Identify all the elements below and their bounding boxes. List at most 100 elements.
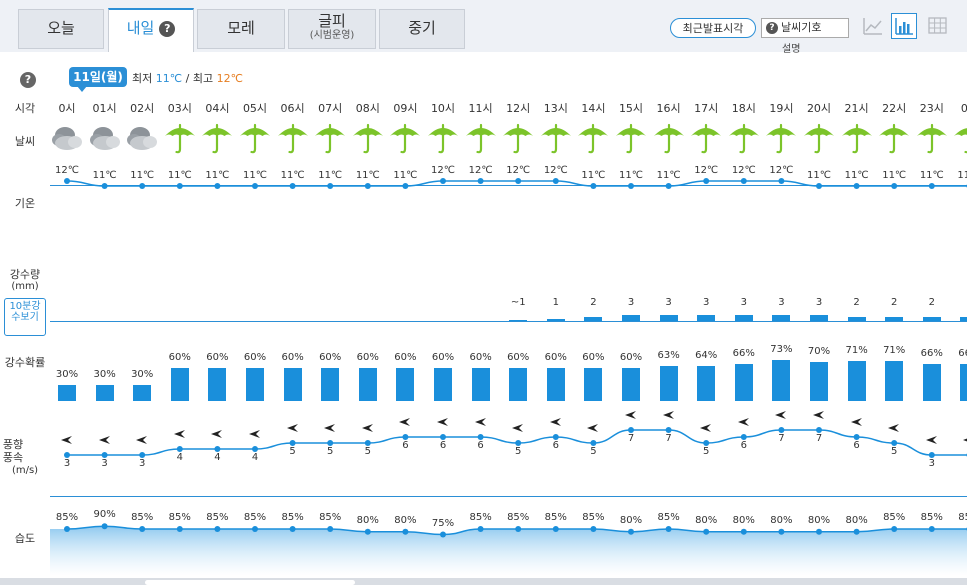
precip-prob-label: 60% (319, 352, 342, 363)
hour-label: 13시 (543, 102, 568, 115)
precip-prob-bar (509, 368, 528, 401)
wind-speed-label: 3 (101, 458, 108, 469)
max-value: 12℃ (216, 72, 243, 85)
hour-label: 14시 (581, 102, 606, 115)
hour-label: 0시 (58, 102, 76, 115)
umbrella-icon (916, 123, 947, 154)
hour-label: 12시 (506, 102, 531, 115)
precip-prob-label: 73% (770, 343, 793, 355)
tab-tomorrow[interactable]: 내일? (108, 8, 194, 52)
hour-label: 21시 (844, 102, 869, 115)
precip-prob-label: 60% (206, 352, 229, 363)
precip-prob-bar (58, 385, 76, 401)
temp-point (816, 183, 822, 189)
row-label-humidity: 습도 (14, 532, 36, 545)
humidity-label: 85% (883, 512, 906, 523)
help-icon: ? (766, 22, 778, 34)
temp-label: 12℃ (431, 165, 455, 176)
precip-prob-bar (772, 359, 791, 401)
precip-prob-bar (358, 368, 377, 401)
temp-label: 11℃ (882, 170, 907, 181)
humidity-label: 80% (770, 514, 793, 526)
humidity-label: 80% (845, 514, 868, 526)
umbrella-icon (691, 123, 722, 154)
precip-bar (847, 317, 866, 321)
ten-minute-precip-button[interactable]: 10분강수보기 (4, 298, 46, 336)
horizontal-scrollbar[interactable] (0, 578, 967, 585)
precip-label: 2 (590, 297, 597, 308)
wind-direction-icon (625, 411, 636, 419)
latest-release-button[interactable]: 최근발표시각 (670, 18, 756, 38)
tab-third-day[interactable]: 글피 (시범운영) (288, 9, 376, 49)
temp-label: 12℃ (694, 165, 719, 176)
humidity-label: 85% (920, 512, 943, 523)
wind-direction-icon (925, 436, 937, 444)
wind-speed-label: 7 (665, 433, 672, 444)
hour-label: 01시 (92, 102, 117, 115)
tab-tomorrow-label: 내일 (126, 19, 155, 37)
help-icon[interactable]: ? (159, 20, 176, 37)
hour-label: 04시 (205, 102, 230, 115)
humidity-point (101, 523, 108, 530)
temp-label: 12℃ (543, 165, 568, 176)
wind-speed-label: 7 (627, 433, 635, 444)
hour-label: 03시 (167, 102, 192, 115)
wind-speed-label: 5 (590, 446, 597, 457)
humidity-label: 85% (657, 512, 680, 523)
tab-today[interactable]: 오늘 (18, 9, 104, 49)
humidity-point (703, 528, 710, 535)
cloudy-icon (52, 127, 82, 150)
umbrella-icon (879, 123, 910, 154)
hour-label: 19시 (769, 102, 794, 115)
wind-direction-icon (963, 438, 967, 442)
separator: / (185, 72, 190, 85)
precip-prob-label: 66% (958, 348, 967, 360)
weather-symbol-sub: 설명 (782, 44, 801, 55)
wind-direction-icon (813, 411, 824, 419)
wind-speed-label: 6 (439, 440, 447, 451)
humidity-label: 75% (431, 517, 455, 529)
scroll-thumb[interactable] (145, 580, 355, 585)
precip-bar (546, 319, 565, 321)
temp-label: 11℃ (205, 170, 230, 181)
precip-prob-label: 60% (431, 352, 455, 363)
help-icon[interactable]: ? (20, 72, 36, 88)
precip-label: 2 (853, 297, 860, 308)
hour-label: 09시 (393, 102, 418, 115)
precip-prob-label: 66% (732, 348, 755, 360)
tab-midterm[interactable]: 중기 (379, 9, 465, 49)
wind-speed-label: 4 (214, 452, 221, 463)
temp-label: 11℃ (92, 170, 117, 181)
weather-symbol-button[interactable]: ? 날씨기호 (761, 18, 849, 38)
precip-prob-label: 60% (394, 352, 417, 363)
tab-day-after[interactable]: 모레 (197, 9, 285, 49)
wind-point (477, 434, 484, 440)
wind-point (176, 446, 183, 452)
wind-point (703, 440, 710, 446)
table-view-button[interactable] (925, 13, 951, 39)
hour-label: 11시 (468, 102, 493, 115)
wind-point (139, 452, 146, 458)
bar-chart-view-button[interactable] (891, 13, 917, 39)
wind-speed-label: 4 (176, 452, 183, 463)
humidity-point (816, 528, 822, 535)
precip-prob-label: 60% (243, 352, 267, 363)
row-label-prob: 강수확률 (4, 356, 46, 369)
temp-point (64, 178, 70, 184)
precip-label: 3 (740, 297, 747, 308)
wind-direction-icon (286, 424, 298, 432)
humidity-label: 90% (93, 509, 116, 521)
precip-bar (584, 317, 603, 321)
line-chart-view-button[interactable] (860, 13, 886, 39)
wind-speed-label: 5 (891, 446, 898, 457)
wind-direction-icon (136, 436, 148, 444)
wind-speed-label: 5 (703, 446, 710, 457)
temp-point (214, 183, 221, 189)
umbrella-icon (653, 123, 684, 154)
precip-prob-label: 60% (619, 352, 643, 363)
precip-prob-label: 60% (507, 352, 530, 363)
umbrella-icon (578, 123, 609, 154)
precip-label: 3 (778, 297, 785, 308)
row-label-wind: 풍향풍속 (2, 438, 24, 464)
wind-speed-label: 3 (928, 458, 935, 469)
